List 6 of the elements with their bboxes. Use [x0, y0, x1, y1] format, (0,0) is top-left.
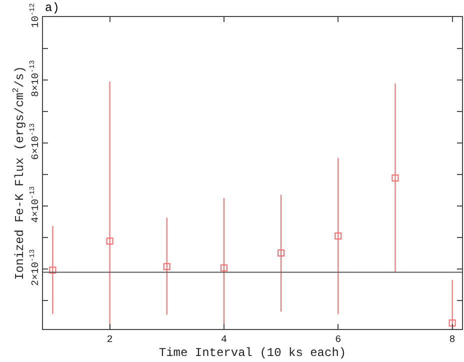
x-axis-title: Time Interval (10 ks each): [158, 346, 346, 360]
x-tick-label: 6: [335, 335, 342, 346]
x-tick-label: 2: [106, 335, 113, 346]
x-tick-label: 4: [220, 335, 227, 346]
text: a): [45, 1, 60, 15]
x-tick-label: 8: [449, 335, 456, 346]
